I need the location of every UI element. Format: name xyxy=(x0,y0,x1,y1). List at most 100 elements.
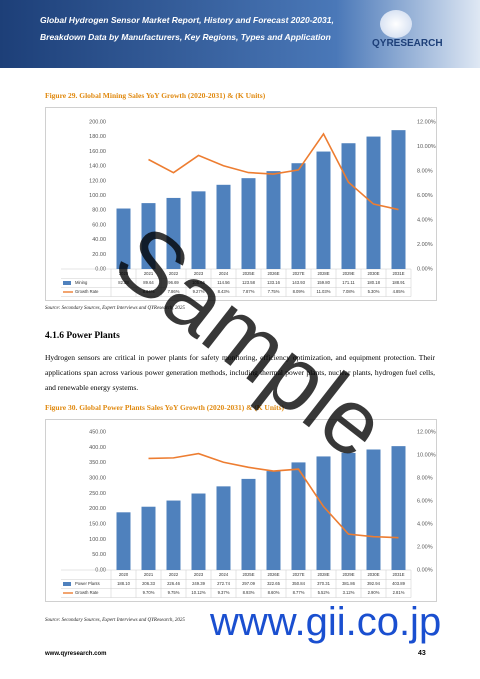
x-tick-label: 2024 xyxy=(219,572,229,577)
data-label: 3.12% xyxy=(343,590,355,595)
x-tick-label: 2030E xyxy=(367,572,379,577)
data-label: 8.93% xyxy=(243,590,255,595)
data-label: 188.10 xyxy=(117,581,130,586)
x-tick-label: 2022 xyxy=(169,271,179,276)
y-tick-label: 150.00 xyxy=(89,521,106,527)
data-label: 105.65 xyxy=(192,280,205,285)
bar xyxy=(166,197,181,269)
y2-tick-label: 12.00% xyxy=(417,429,436,435)
data-label: 370.31 xyxy=(317,581,330,586)
data-label: 7.08% xyxy=(343,289,355,294)
bar xyxy=(366,136,381,269)
bar xyxy=(241,478,256,570)
logo: QYRESEARCH xyxy=(372,38,443,49)
x-tick-label: 2023 xyxy=(194,271,204,276)
y2-tick-label: 0.00% xyxy=(417,567,433,573)
x-tick-label: 2024 xyxy=(219,271,229,276)
x-tick-label: 2025E xyxy=(242,572,254,577)
x-tick-label: 2025E xyxy=(242,271,254,276)
data-label: 297.09 xyxy=(242,581,255,586)
bar xyxy=(266,471,281,570)
y2-tick-label: 12.00% xyxy=(417,119,436,125)
x-tick-label: 2026E xyxy=(267,572,279,577)
legend-swatch xyxy=(63,281,71,285)
bar xyxy=(391,446,406,570)
page-number: 43 xyxy=(418,650,426,657)
bar xyxy=(341,143,356,269)
data-label: 249.39 xyxy=(192,581,205,586)
y-tick-label: 80.00 xyxy=(92,208,106,214)
y-tick-label: 160.00 xyxy=(89,149,106,155)
data-label: 89.64 xyxy=(143,280,154,285)
data-label: 272.74 xyxy=(217,581,230,586)
data-label: 188.91 xyxy=(392,280,405,285)
legend-label: Power Plants xyxy=(75,581,100,586)
data-label: 2.90% xyxy=(368,590,380,595)
data-label: 143.93 xyxy=(292,280,305,285)
data-label: 114.56 xyxy=(217,280,230,285)
x-tick-label: 2026E xyxy=(267,271,279,276)
legend-label: Mining xyxy=(75,280,88,285)
y2-tick-label: 8.00% xyxy=(417,475,433,481)
y2-tick-label: 2.00% xyxy=(417,242,433,248)
x-tick-label: 2029E xyxy=(342,271,354,276)
data-label: 381.86 xyxy=(342,581,355,586)
legend-label: Growth Rate xyxy=(75,289,99,294)
bar xyxy=(116,208,131,269)
bar xyxy=(191,191,206,269)
logo-icon xyxy=(380,10,412,38)
y2-tick-label: 6.00% xyxy=(417,498,433,504)
y2-tick-label: 4.00% xyxy=(417,217,433,223)
bar xyxy=(341,452,356,570)
y-tick-label: 100.00 xyxy=(89,537,106,543)
figure-caption: Figure 29. Global Mining Sales YoY Growt… xyxy=(45,91,266,100)
y-tick-label: 400.00 xyxy=(89,445,106,451)
bar xyxy=(191,493,206,570)
data-label: 159.80 xyxy=(317,280,330,285)
data-label: 7.86% xyxy=(168,289,180,294)
data-label: 403.89 xyxy=(392,581,405,586)
data-label: 10.12% xyxy=(191,590,205,595)
data-label: 226.46 xyxy=(167,581,180,586)
bar xyxy=(141,203,156,269)
y-tick-label: 40.00 xyxy=(92,237,106,243)
y-tick-label: 120.00 xyxy=(89,178,106,184)
y-tick-label: 200.00 xyxy=(89,506,106,512)
data-label: 180.18 xyxy=(367,280,380,285)
x-tick-label: 2027E xyxy=(292,271,304,276)
x-tick-label: 2021 xyxy=(144,572,154,577)
y-tick-label: 300.00 xyxy=(89,475,106,481)
data-label: 9.37% xyxy=(218,590,230,595)
x-tick-label: 2029E xyxy=(342,572,354,577)
bar xyxy=(291,462,306,570)
data-label: 7.87% xyxy=(243,289,255,294)
data-label: 5.30% xyxy=(368,289,380,294)
legend-swatch xyxy=(63,582,71,586)
chart: 0.00 20.00 40.00 60.00 80.00 100.00 120.00 140.… xyxy=(45,107,437,301)
bar xyxy=(366,449,381,570)
data-label: 5.52% xyxy=(318,590,330,595)
line xyxy=(148,132,399,211)
legend-label: Growth Rate xyxy=(75,590,99,595)
data-label: 82.28 xyxy=(118,280,129,285)
x-tick-label: 2031E xyxy=(392,271,404,276)
bar xyxy=(216,486,231,570)
y-tick-label: 250.00 xyxy=(89,491,106,497)
x-tick-label: 2022 xyxy=(169,572,179,577)
y2-tick-label: 0.00% xyxy=(417,266,433,272)
bar xyxy=(241,178,256,269)
bar xyxy=(391,130,406,269)
data-label: 7.75% xyxy=(268,289,280,294)
data-label: 2.81% xyxy=(393,590,405,595)
data-label: 8.09% xyxy=(293,289,305,294)
data-label: 123.58 xyxy=(242,280,255,285)
y-tick-label: 0.00 xyxy=(95,567,106,573)
footer-url: www.qyresearch.com xyxy=(45,651,107,657)
header-title: Global Hydrogen Sensor Market Report, Hi… xyxy=(40,15,334,42)
y-tick-label: 350.00 xyxy=(89,460,106,466)
y2-tick-label: 10.00% xyxy=(417,452,436,458)
data-label: 4.85% xyxy=(393,289,405,294)
paragraph: Hydrogen sensors are critical in power p… xyxy=(45,353,435,392)
data-label: 8.77% xyxy=(293,590,305,595)
